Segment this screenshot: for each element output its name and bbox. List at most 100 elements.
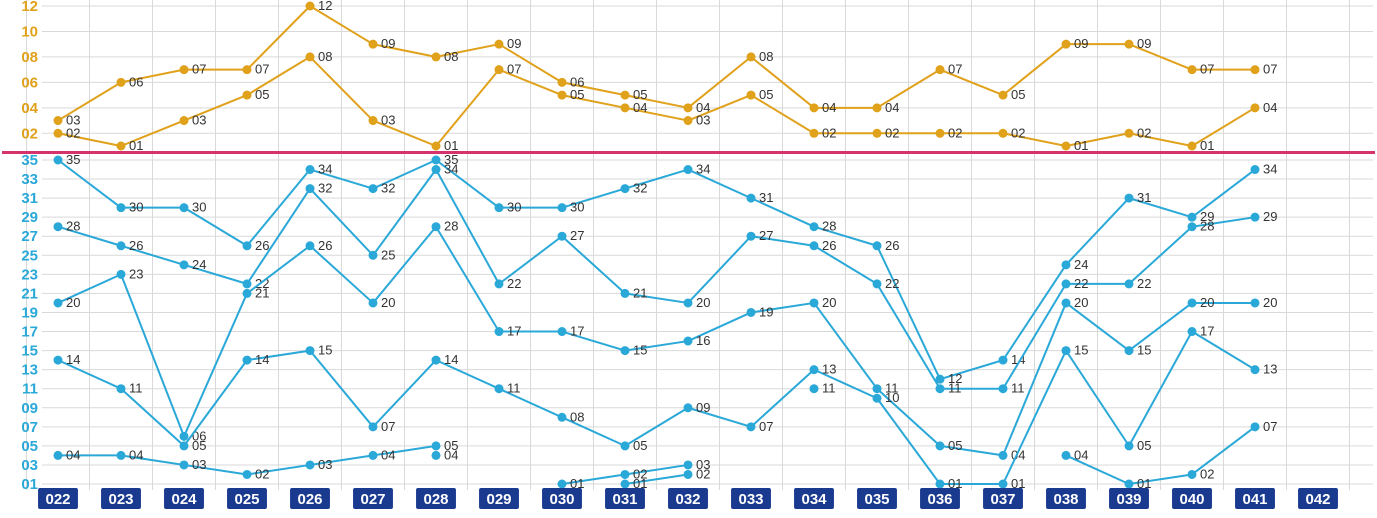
data-point bbox=[684, 104, 692, 112]
y-tick-top: 06 bbox=[21, 74, 38, 91]
y-tick-top: 10 bbox=[21, 23, 38, 40]
data-point bbox=[1125, 280, 1133, 288]
data-label: 27 bbox=[570, 228, 584, 243]
data-point bbox=[180, 442, 188, 450]
data-label: 24 bbox=[192, 257, 206, 272]
data-label: 07 bbox=[507, 62, 521, 77]
data-point bbox=[1062, 299, 1070, 307]
data-label: 29 bbox=[1263, 209, 1277, 224]
data-label: 05 bbox=[633, 438, 647, 453]
data-label: 11 bbox=[822, 381, 836, 396]
data-point bbox=[306, 242, 314, 250]
x-label: 037 bbox=[990, 491, 1015, 508]
y-tick-bottom: 21 bbox=[21, 285, 38, 302]
data-point bbox=[54, 451, 62, 459]
data-point bbox=[117, 204, 125, 212]
data-label: 07 bbox=[948, 62, 962, 77]
data-point bbox=[369, 40, 377, 48]
x-label: 033 bbox=[738, 491, 763, 508]
data-point bbox=[1188, 213, 1196, 221]
data-label: 06 bbox=[129, 74, 143, 89]
data-point bbox=[873, 385, 881, 393]
data-label: 03 bbox=[381, 113, 395, 128]
data-label: 07 bbox=[759, 419, 773, 434]
x-label: 034 bbox=[801, 491, 827, 508]
data-point bbox=[936, 375, 944, 383]
data-label: 26 bbox=[129, 238, 143, 253]
data-label: 26 bbox=[885, 238, 899, 253]
data-point bbox=[621, 104, 629, 112]
data-point bbox=[1251, 166, 1259, 174]
data-point bbox=[1188, 470, 1196, 478]
y-tick-bottom: 01 bbox=[21, 476, 38, 493]
data-point bbox=[243, 91, 251, 99]
chart-container: 1210080604023533312927252321191715131109… bbox=[0, 0, 1377, 518]
y-tick-bottom: 05 bbox=[21, 438, 38, 455]
data-label: 07 bbox=[1263, 62, 1277, 77]
data-point bbox=[1251, 423, 1259, 431]
data-label: 08 bbox=[570, 409, 584, 424]
data-label: 02 bbox=[1200, 466, 1214, 481]
x-label: 039 bbox=[1116, 491, 1141, 508]
data-point bbox=[1062, 261, 1070, 269]
data-point bbox=[495, 66, 503, 74]
data-label: 21 bbox=[633, 285, 647, 300]
data-label: 02 bbox=[696, 466, 710, 481]
data-point bbox=[558, 204, 566, 212]
data-label: 28 bbox=[66, 219, 80, 234]
data-point bbox=[432, 166, 440, 174]
data-point bbox=[180, 117, 188, 125]
data-point bbox=[1125, 442, 1133, 450]
data-point bbox=[243, 470, 251, 478]
data-point bbox=[621, 347, 629, 355]
data-point bbox=[936, 66, 944, 74]
data-label: 11 bbox=[507, 381, 521, 396]
data-label: 20 bbox=[66, 295, 80, 310]
data-point bbox=[1251, 366, 1259, 374]
data-point bbox=[180, 66, 188, 74]
data-label: 08 bbox=[318, 49, 332, 64]
data-point bbox=[1188, 299, 1196, 307]
data-label: 04 bbox=[1263, 100, 1277, 115]
data-point bbox=[936, 129, 944, 137]
data-point bbox=[369, 451, 377, 459]
data-point bbox=[1251, 66, 1259, 74]
data-point bbox=[243, 66, 251, 74]
data-point bbox=[810, 299, 818, 307]
data-point bbox=[495, 280, 503, 288]
data-label: 11 bbox=[1011, 381, 1025, 396]
data-point bbox=[936, 480, 944, 488]
data-label: 34 bbox=[444, 162, 458, 177]
data-point bbox=[558, 480, 566, 488]
data-label: 28 bbox=[444, 219, 458, 234]
data-point bbox=[684, 166, 692, 174]
data-point bbox=[1251, 104, 1259, 112]
data-label: 28 bbox=[1200, 219, 1214, 234]
data-label: 09 bbox=[1137, 36, 1151, 51]
data-point bbox=[1125, 194, 1133, 202]
data-point bbox=[54, 356, 62, 364]
data-point bbox=[1125, 347, 1133, 355]
data-label: 02 bbox=[885, 125, 899, 140]
x-label: 024 bbox=[171, 491, 197, 508]
data-point bbox=[1062, 347, 1070, 355]
data-point bbox=[369, 299, 377, 307]
data-label: 05 bbox=[948, 438, 962, 453]
data-point bbox=[243, 280, 251, 288]
data-label: 04 bbox=[381, 447, 395, 462]
data-label: 01 bbox=[444, 138, 458, 153]
data-label: 03 bbox=[696, 113, 710, 128]
data-label: 10 bbox=[885, 390, 899, 405]
data-point bbox=[810, 104, 818, 112]
data-point bbox=[243, 289, 251, 297]
x-label: 026 bbox=[297, 491, 322, 508]
data-label: 34 bbox=[318, 162, 332, 177]
data-point bbox=[621, 91, 629, 99]
data-point bbox=[1188, 328, 1196, 336]
data-label: 02 bbox=[948, 125, 962, 140]
y-tick-bottom: 13 bbox=[21, 362, 38, 379]
data-point bbox=[810, 385, 818, 393]
data-point bbox=[558, 78, 566, 86]
data-label: 30 bbox=[129, 200, 143, 215]
data-point bbox=[180, 461, 188, 469]
